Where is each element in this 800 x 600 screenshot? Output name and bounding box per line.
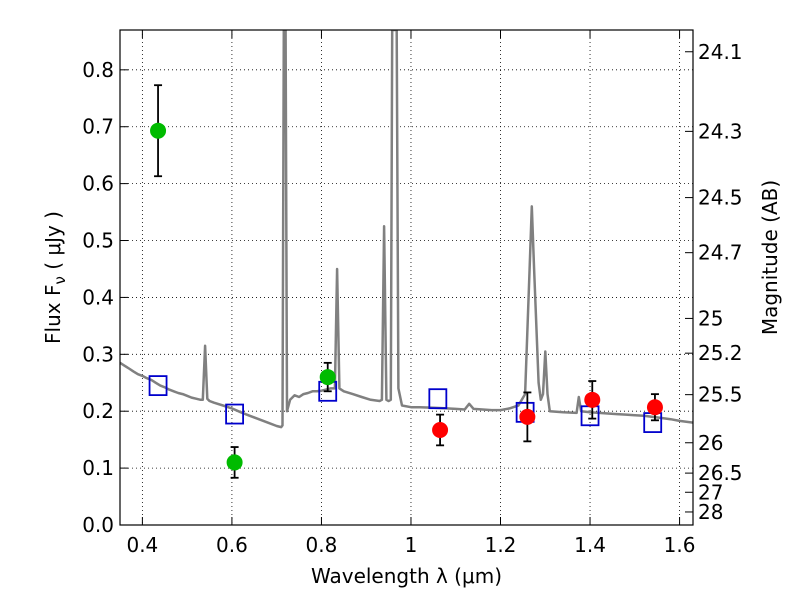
model-photometry-point bbox=[225, 403, 245, 425]
y2-tick-label: 25.2 bbox=[698, 341, 743, 365]
x-tick-label: 1.4 bbox=[574, 533, 606, 557]
y-axis-label: Flux Fν ( μJy ) bbox=[41, 211, 69, 344]
y-tick-label: 0.0 bbox=[82, 513, 114, 537]
y-tick-label: 0.8 bbox=[82, 58, 114, 82]
y-tick-label: 0.3 bbox=[82, 342, 114, 366]
y2-tick-label: 25.5 bbox=[698, 383, 743, 407]
y-tick-label: 0.7 bbox=[82, 115, 114, 139]
observed-point bbox=[584, 391, 601, 408]
plot-frame bbox=[119, 29, 694, 526]
y-axis-label-subscript: ν bbox=[51, 276, 69, 284]
x-tick-label: 0.8 bbox=[306, 533, 338, 557]
y2-tick-label: 24.1 bbox=[698, 40, 743, 64]
x-axis-label: Wavelength λ (μm) bbox=[311, 564, 502, 588]
y2-tick-label: 24.7 bbox=[698, 241, 743, 265]
x-tick-label: 1 bbox=[405, 533, 418, 557]
y-tick-label: 0.5 bbox=[82, 229, 114, 253]
x-tick-label: 1.2 bbox=[485, 533, 517, 557]
axis-ticks: 0.4 0.6 0.8 1 1.2 1.4 1.6 0.0 0.1 0.2 0.3 0.4 0.5 0.6… bbox=[82, 30, 743, 557]
y2-tick-label: 26 bbox=[698, 431, 723, 455]
y2-tick-label: 27 bbox=[698, 480, 723, 504]
observed-point bbox=[150, 122, 167, 139]
y2-tick-label: 26.5 bbox=[698, 461, 743, 485]
observed-point bbox=[519, 408, 536, 425]
y-tick-label: 0.4 bbox=[82, 285, 114, 309]
model-spectrum bbox=[120, 30, 693, 429]
y-tick-label: 0.6 bbox=[82, 172, 114, 196]
model-photometry-point bbox=[148, 375, 168, 397]
observed-point bbox=[226, 454, 243, 471]
y2-tick-label: 24.3 bbox=[698, 119, 743, 143]
spectrum-line bbox=[120, 30, 693, 429]
y-tick-label: 0.1 bbox=[82, 456, 114, 480]
model-photometry-point bbox=[428, 388, 448, 410]
y-tick-label: 0.2 bbox=[82, 399, 114, 423]
y2-tick-label: 24.5 bbox=[698, 186, 743, 210]
x-tick-label: 0.6 bbox=[216, 533, 248, 557]
y2-axis-label: Magnitude (AB) bbox=[758, 180, 782, 335]
x-tick-label: 0.4 bbox=[126, 533, 158, 557]
y2-tick-label: 25 bbox=[698, 306, 723, 330]
data-markers bbox=[148, 84, 663, 479]
y-axis-label-text: Flux F bbox=[41, 285, 65, 344]
observed-point bbox=[319, 369, 336, 386]
y2-tick-label: 28 bbox=[698, 500, 723, 524]
x-tick-label: 1.6 bbox=[664, 533, 696, 557]
grid bbox=[120, 30, 693, 526]
observed-point bbox=[646, 399, 663, 416]
observed-point bbox=[432, 421, 449, 438]
y-axis-label-unit: ( μJy ) bbox=[41, 211, 65, 276]
